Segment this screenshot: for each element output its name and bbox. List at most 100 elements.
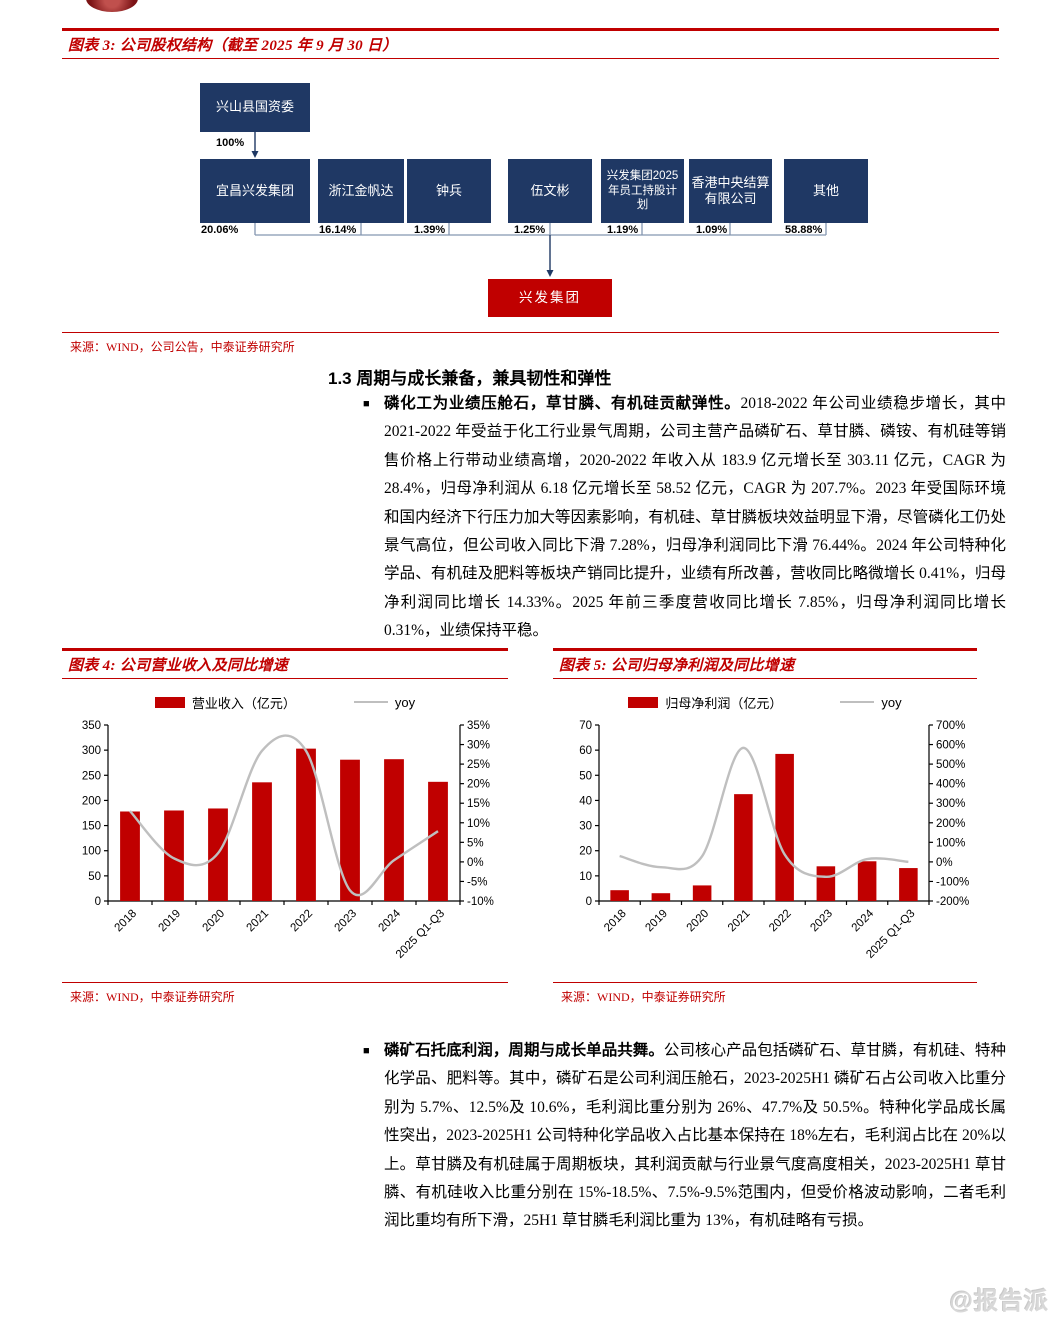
- figure4-chart-svg: 0 50 100 150 200 250 300 350 -10% -5% 0% 5% 10% 15% 20…: [82, 720, 494, 961]
- right-tick-label: -5%: [467, 876, 487, 888]
- bullet-lead: 磷化工为业绩压舱石，草甘膦、有机硅贡献弹性。: [384, 395, 741, 412]
- left-tick-label: 250: [82, 770, 101, 782]
- bullet-text: 磷化工为业绩压舱石，草甘膦、有机硅贡献弹性。2018-2022 年公司业绩稳步增…: [384, 390, 1006, 646]
- figure3-top-rule: [62, 28, 999, 31]
- x-tick-label: 2024: [377, 907, 404, 934]
- left-tick-label: 10: [579, 871, 592, 883]
- bar: [384, 759, 404, 901]
- right-tick-label: 30%: [467, 740, 490, 752]
- x-tick-label: 2023: [808, 908, 835, 935]
- bullet-paragraph-2: ■ 磷矿石托底利润，周期与成长单品共舞。公司核心产品包括磷矿石、草甘膦，有机硅、…: [363, 1037, 1006, 1236]
- bar: [899, 868, 918, 901]
- watermark: @报告派: [949, 1288, 1049, 1315]
- bar: [734, 794, 753, 901]
- equity-structure-diagram: 兴山县国资委 100% 宜昌兴发集团 浙江金帆达 钟兵 伍文彬 兴发集团2025…: [62, 59, 999, 332]
- figure5-chart-svg: 0 10 20 30 40 50 60 70 -200% -100% 0% 100% 200% 300% 4…: [579, 720, 969, 961]
- left-tick-label: 50: [579, 770, 592, 782]
- bar: [252, 782, 272, 901]
- right-tick-label: 500%: [936, 759, 965, 771]
- orgchart-connectors: [251, 132, 827, 277]
- figure3-source: 来源：WIND，公司公告，中泰证券研究所: [62, 332, 999, 355]
- left-tick-label: 350: [82, 720, 101, 732]
- right-tick-label: 5%: [467, 837, 484, 849]
- section-heading: 1.3 周期与成长兼备，兼具韧性和弹性: [328, 369, 612, 388]
- figure5-source: 来源：WIND，中泰证券研究所: [553, 982, 977, 1005]
- left-tick-label: 0: [586, 896, 592, 908]
- bar: [120, 811, 140, 901]
- x-tick-label: 2019: [643, 908, 670, 935]
- legend-line-swatch: [840, 700, 875, 704]
- figure4-block: 图表 4: 公司营业收入及同比增速 营业收入（亿元） yoy 0 50 100 150 2…: [62, 648, 508, 1005]
- bar: [651, 893, 671, 901]
- node-root-shareholder: 兴山县国资委: [200, 83, 310, 132]
- bar: [692, 885, 712, 901]
- bar: [816, 866, 836, 901]
- shareholding-percent: 1.39%: [414, 224, 446, 236]
- root-link-percent: 100%: [216, 137, 245, 149]
- right-tick-label: 35%: [467, 720, 490, 732]
- left-tick-label: 50: [88, 871, 101, 883]
- bullet-lead: 磷矿石托底利润，周期与成长单品共舞。: [384, 1042, 664, 1059]
- legend-item-bar: 归母净利润（亿元）: [628, 693, 782, 712]
- node-shareholder: 伍文彬: [508, 159, 592, 223]
- node-shareholder: 宜昌兴发集团: [200, 159, 310, 223]
- bar: [340, 759, 360, 901]
- x-tick-label: 2019: [157, 908, 184, 935]
- x-tick-label: 2024: [850, 907, 877, 934]
- x-tick-label: 2021: [245, 908, 272, 935]
- figure4-source: 来源：WIND，中泰证券研究所: [62, 982, 508, 1005]
- figure5-title: 图表 5: 公司归母净利润及同比增速: [553, 651, 977, 679]
- shareholding-percent: 58.88%: [785, 224, 823, 236]
- left-tick-label: 300: [82, 745, 101, 757]
- figure4-top-rule: [62, 648, 508, 651]
- node-shareholder: 兴发集团2025年员工持股计划: [601, 159, 684, 223]
- legend-item-bar: 营业收入（亿元）: [154, 693, 296, 712]
- x-tick-label: 2021: [726, 908, 753, 935]
- left-tick-label: 70: [579, 720, 592, 732]
- left-tick-label: 150: [82, 821, 101, 833]
- node-shareholder: 浙江金帆达: [318, 159, 404, 223]
- x-tick-label: 2023: [333, 908, 360, 935]
- right-tick-label: 700%: [936, 720, 965, 732]
- right-tick-label: 400%: [936, 779, 965, 791]
- bullet-paragraph-1: ■ 磷化工为业绩压舱石，草甘膦、有机硅贡献弹性。2018-2022 年公司业绩稳…: [363, 390, 1006, 646]
- right-tick-label: 300%: [936, 798, 965, 810]
- left-tick-label: 100: [82, 846, 101, 858]
- bullet-marker: ■: [363, 398, 370, 410]
- legend-bar-swatch: [628, 696, 659, 708]
- figure3-title: 图表 3: 公司股权结构（截至 2025 年 9 月 30 日）: [62, 31, 999, 59]
- node-shareholder: 香港中央结算有限公司: [689, 159, 772, 223]
- x-tick-label: 2020: [685, 908, 712, 935]
- bullet-body: 2018-2022 年公司业绩稳步增长，其中 2021-2022 年受益于化工行…: [384, 395, 1006, 640]
- right-tick-label: -100%: [936, 876, 969, 888]
- x-tick-label: 2018: [602, 908, 629, 935]
- right-tick-label: 25%: [467, 759, 490, 771]
- figure4-legend: 营业收入（亿元） yoy: [62, 692, 508, 712]
- right-tick-label: 15%: [467, 798, 490, 810]
- broker-logo-partial: [86, 0, 138, 12]
- legend-label: 营业收入（亿元）: [191, 695, 296, 711]
- bar: [296, 748, 316, 901]
- figure5-legend: 归母净利润（亿元） yoy: [553, 692, 977, 712]
- left-tick-label: 200: [82, 795, 101, 807]
- figure5-top-rule: [553, 648, 977, 651]
- shareholding-percent: 20.06%: [201, 224, 239, 236]
- right-tick-label: 0%: [467, 857, 484, 869]
- bar: [428, 781, 448, 901]
- bullet-body: 公司核心产品包括磷矿石、草甘膦，有机硅、特种化学品、肥料等。其中，磷矿石是公司利…: [384, 1042, 1006, 1230]
- legend-label: yoy: [394, 694, 416, 710]
- legend-label: 归母净利润（亿元）: [665, 695, 783, 711]
- right-tick-label: 20%: [467, 779, 490, 791]
- right-tick-label: 600%: [936, 740, 965, 752]
- bar: [610, 890, 629, 901]
- shareholding-percent: 16.14%: [319, 224, 357, 236]
- figure3-block: 图表 3: 公司股权结构（截至 2025 年 9 月 30 日） 兴山县国资委: [62, 28, 999, 355]
- legend-bar-swatch: [154, 696, 185, 708]
- legend-item-line: yoy: [840, 694, 902, 710]
- bullet-text: 磷矿石托底利润，周期与成长单品共舞。公司核心产品包括磷矿石、草甘膦，有机硅、特种…: [384, 1037, 1006, 1236]
- legend-label: yoy: [881, 694, 902, 710]
- right-tick-label: 10%: [467, 818, 490, 830]
- left-tick-label: 0: [95, 896, 101, 908]
- bar: [164, 810, 184, 901]
